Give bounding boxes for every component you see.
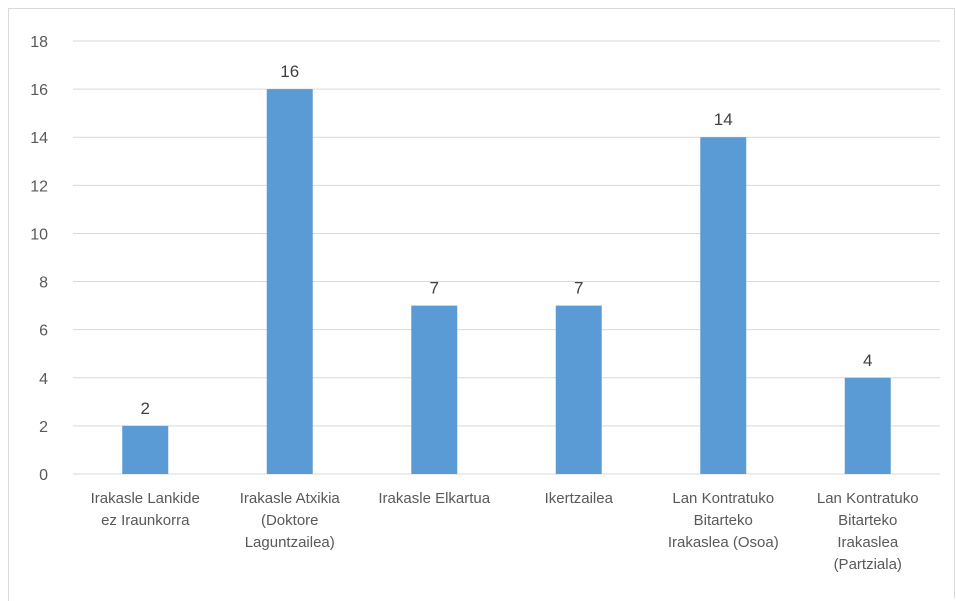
data-label-2: 16 xyxy=(280,62,299,81)
data-label-6: 4 xyxy=(863,351,872,370)
x-category-label-3-line-1: Irakasle Elkartua xyxy=(378,490,490,507)
bar-1 xyxy=(122,425,169,474)
bar-2 xyxy=(266,89,313,474)
x-category-label-6-line-2: Bitarteko xyxy=(838,512,897,529)
x-category-label-6-line-3: Irakaslea xyxy=(837,534,899,551)
chart-border-top xyxy=(8,8,954,9)
y-tick-label-2: 2 xyxy=(39,419,48,436)
y-tick-label-6: 6 xyxy=(39,323,48,340)
y-tick-label-12: 12 xyxy=(30,178,48,195)
data-label-1: 2 xyxy=(141,399,150,418)
data-label-4: 7 xyxy=(574,279,583,298)
x-category-label-1-line-2: ez Iraunkorra xyxy=(101,512,190,529)
data-label-3: 7 xyxy=(430,279,439,298)
y-tick-label-16: 16 xyxy=(30,82,48,99)
x-category-label-2-line-3: Laguntzailea) xyxy=(245,534,335,551)
x-category-label-1-line-1: Irakasle Lankide xyxy=(91,490,200,507)
x-category-label-2-line-1: Irakasle Atxikia xyxy=(240,490,341,507)
x-category-label-6-line-4: (Partziala) xyxy=(834,556,902,573)
x-category-label-6-line-1: Lan Kontratuko xyxy=(817,490,919,507)
y-tick-label-14: 14 xyxy=(30,130,48,147)
x-category-label-5-line-3: Irakaslea (Osoa) xyxy=(668,534,779,551)
y-tick-label-18: 18 xyxy=(30,34,48,51)
bar-6 xyxy=(844,377,891,474)
chart-border-right xyxy=(954,8,955,598)
y-tick-label-8: 8 xyxy=(39,275,48,292)
x-category-label-5-line-2: Bitarteko xyxy=(694,512,753,529)
x-category-label-2-line-2: (Doktore xyxy=(261,512,319,529)
bar-3 xyxy=(411,305,458,474)
y-tick-label-0: 0 xyxy=(39,467,48,484)
y-tick-label-10: 10 xyxy=(30,226,48,243)
chart-border-left xyxy=(8,8,9,601)
bar-5 xyxy=(700,137,747,474)
bar-4 xyxy=(555,305,602,474)
x-category-label-5-line-1: Lan Kontratuko xyxy=(672,490,774,507)
data-label-5: 14 xyxy=(714,110,733,129)
x-category-label-4-line-1: Ikertzailea xyxy=(545,490,614,507)
y-tick-label-4: 4 xyxy=(39,371,48,388)
